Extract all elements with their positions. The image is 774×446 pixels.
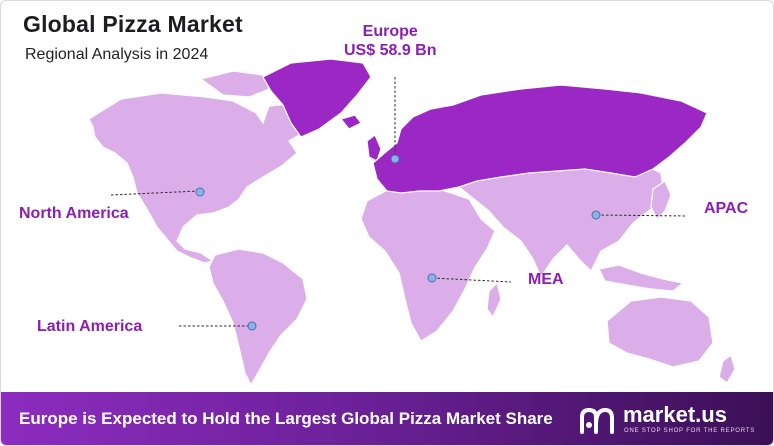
north-america-leader-line xyxy=(110,190,200,196)
apac-label: APAC xyxy=(704,200,749,217)
apac-leader-line xyxy=(596,214,688,217)
japan-shape xyxy=(650,180,672,221)
north-america-shape xyxy=(88,92,320,264)
mea-marker-dot-icon xyxy=(427,273,437,283)
brand-block: market.us ONE STOP SHOP FOR THE REPORTS xyxy=(579,402,764,439)
page-subtitle: Regional Analysis in 2024 xyxy=(25,46,209,63)
arctic-islands-shape xyxy=(199,70,270,98)
north-america-label: North America xyxy=(19,205,129,222)
page-title: Global Pizza Market xyxy=(23,11,243,37)
mea-leader-line xyxy=(432,277,512,283)
europe-shape xyxy=(372,84,708,194)
iceland-shape xyxy=(339,114,362,130)
brand-name: market.us xyxy=(623,402,727,427)
australia-shape xyxy=(606,296,714,368)
greenland-shape xyxy=(262,58,372,138)
mea-label: MEA xyxy=(528,271,564,288)
madagascar-shape xyxy=(486,281,502,319)
new-zealand-shape xyxy=(718,353,736,384)
latin-america-label: Latin America xyxy=(37,318,143,335)
uk-shape xyxy=(366,134,382,162)
footer-banner: Europe is Expected to Hold the Largest G… xyxy=(1,392,773,445)
footer-headline: Europe is Expected to Hold the Largest G… xyxy=(19,409,553,428)
south-america-shape xyxy=(208,248,308,387)
europe-name: Europe xyxy=(362,23,418,40)
brand-tagline: ONE STOP SHOP FOR THE REPORTS xyxy=(624,428,756,434)
sea-islands-shape xyxy=(598,264,685,292)
europe-value: US$ 58.9 Bn xyxy=(344,42,437,59)
europe-label: Europe US$ 58.9 Bn xyxy=(344,22,436,60)
north-america-marker-dot-icon xyxy=(195,187,205,197)
europe-marker-dot-icon xyxy=(390,154,400,164)
apac-marker-dot-icon xyxy=(591,210,601,220)
africa-shape xyxy=(360,184,496,342)
market-us-logo-icon xyxy=(580,407,614,434)
latin-america-marker-dot-icon xyxy=(247,321,257,331)
